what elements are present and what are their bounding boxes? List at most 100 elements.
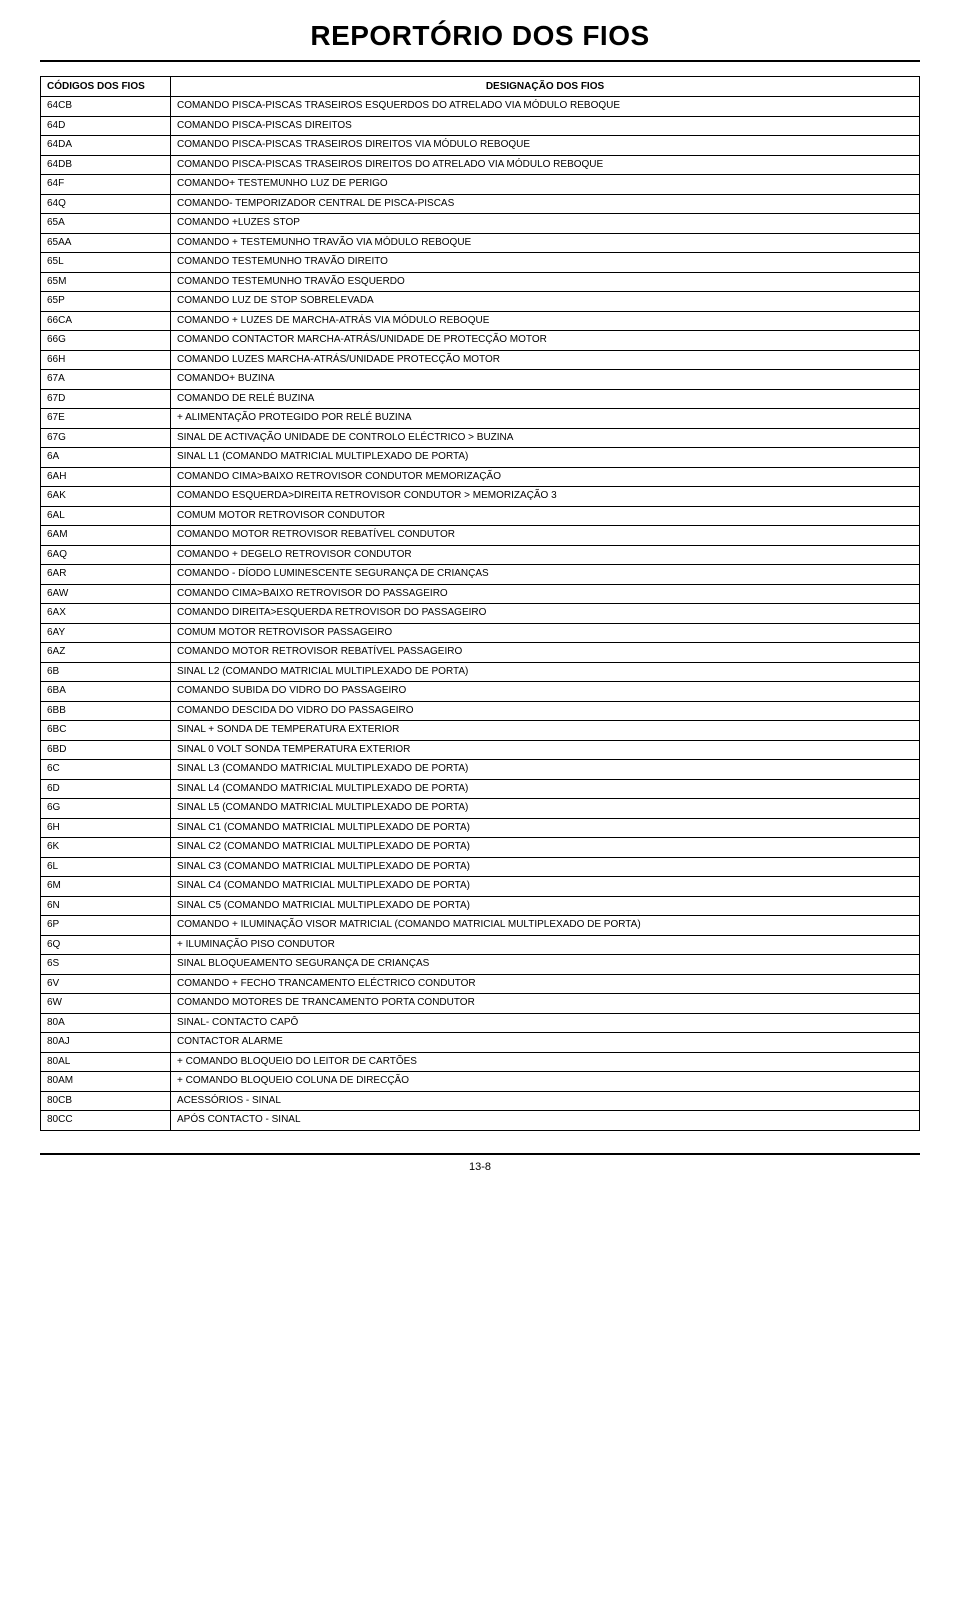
cell-desc: SINAL C3 (COMANDO MATRICIAL MULTIPLEXADO… — [171, 857, 920, 877]
cell-code: 6BA — [41, 682, 171, 702]
cell-desc: SINAL C2 (COMANDO MATRICIAL MULTIPLEXADO… — [171, 838, 920, 858]
cell-desc: SINAL C1 (COMANDO MATRICIAL MULTIPLEXADO… — [171, 818, 920, 838]
cell-code: 65L — [41, 253, 171, 273]
cell-code: 80AL — [41, 1052, 171, 1072]
table-row: 6BCSINAL + SONDA DE TEMPERATURA EXTERIOR — [41, 721, 920, 741]
cell-code: 64DB — [41, 155, 171, 175]
table-row: 64CBCOMANDO PISCA-PISCAS TRASEIROS ESQUE… — [41, 97, 920, 117]
cell-code: 67E — [41, 409, 171, 429]
cell-desc: COMANDO+ TESTEMUNHO LUZ DE PERIGO — [171, 175, 920, 195]
cell-desc: SINAL L3 (COMANDO MATRICIAL MULTIPLEXADO… — [171, 760, 920, 780]
cell-desc: COMANDO PISCA-PISCAS TRASEIROS ESQUERDOS… — [171, 97, 920, 117]
table-row: 6DSINAL L4 (COMANDO MATRICIAL MULTIPLEXA… — [41, 779, 920, 799]
table-row: 6AYCOMUM MOTOR RETROVISOR PASSAGEIRO — [41, 623, 920, 643]
cell-code: 6B — [41, 662, 171, 682]
cell-desc: COMANDO CIMA>BAIXO RETROVISOR DO PASSAGE… — [171, 584, 920, 604]
cell-code: 65AA — [41, 233, 171, 253]
table-row: 6ARCOMANDO - DÍODO LUMINESCENTE SEGURANÇ… — [41, 565, 920, 585]
table-row: 64DACOMANDO PISCA-PISCAS TRASEIROS DIREI… — [41, 136, 920, 156]
table-row: 66CACOMANDO + LUZES DE MARCHA-ATRÁS VIA … — [41, 311, 920, 331]
table-row: 6BACOMANDO SUBIDA DO VIDRO DO PASSAGEIRO — [41, 682, 920, 702]
cell-code: 67G — [41, 428, 171, 448]
cell-code: 66G — [41, 331, 171, 351]
cell-code: 6N — [41, 896, 171, 916]
cell-desc: COMANDO TESTEMUNHO TRAVÃO ESQUERDO — [171, 272, 920, 292]
table-row: 6KSINAL C2 (COMANDO MATRICIAL MULTIPLEXA… — [41, 838, 920, 858]
cell-code: 64DA — [41, 136, 171, 156]
table-row: 66HCOMANDO LUZES MARCHA-ATRÁS/UNIDADE PR… — [41, 350, 920, 370]
title-divider — [40, 60, 920, 62]
table-row: 67GSINAL DE ACTIVAÇÃO UNIDADE DE CONTROL… — [41, 428, 920, 448]
cell-desc: + COMANDO BLOQUEIO DO LEITOR DE CARTÕES — [171, 1052, 920, 1072]
table-row: 6VCOMANDO + FECHO TRANCAMENTO ELÉCTRICO … — [41, 974, 920, 994]
cell-code: 6D — [41, 779, 171, 799]
cell-code: 80CC — [41, 1111, 171, 1131]
cell-code: 6AX — [41, 604, 171, 624]
cell-desc: COMANDO - DÍODO LUMINESCENTE SEGURANÇA D… — [171, 565, 920, 585]
cell-code: 6AY — [41, 623, 171, 643]
table-row: 6ALCOMUM MOTOR RETROVISOR CONDUTOR — [41, 506, 920, 526]
cell-desc: COMANDO+ BUZINA — [171, 370, 920, 390]
cell-code: 6M — [41, 877, 171, 897]
table-row: 65AACOMANDO + TESTEMUNHO TRAVÃO VIA MÓDU… — [41, 233, 920, 253]
cell-code: 6AH — [41, 467, 171, 487]
table-row: 65PCOMANDO LUZ DE STOP SOBRELEVADA — [41, 292, 920, 312]
table-row: 6AXCOMANDO DIREITA>ESQUERDA RETROVISOR D… — [41, 604, 920, 624]
table-row: 64FCOMANDO+ TESTEMUNHO LUZ DE PERIGO — [41, 175, 920, 195]
cell-code: 6V — [41, 974, 171, 994]
cell-code: 6C — [41, 760, 171, 780]
cell-desc: COMANDO MOTOR RETROVISOR REBATÍVEL PASSA… — [171, 643, 920, 663]
table-row: 6CSINAL L3 (COMANDO MATRICIAL MULTIPLEXA… — [41, 760, 920, 780]
cell-desc: COMANDO CONTACTOR MARCHA-ATRÁS/UNIDADE D… — [171, 331, 920, 351]
fios-table: CÓDIGOS DOS FIOS DESIGNAÇÃO DOS FIOS 64C… — [40, 76, 920, 1131]
cell-code: 64CB — [41, 97, 171, 117]
cell-desc: + ILUMINAÇÃO PISO CONDUTOR — [171, 935, 920, 955]
cell-desc: + ALIMENTAÇÃO PROTEGIDO POR RELÉ BUZINA — [171, 409, 920, 429]
table-row: 80AL+ COMANDO BLOQUEIO DO LEITOR DE CART… — [41, 1052, 920, 1072]
cell-code: 66H — [41, 350, 171, 370]
cell-desc: COMANDO MOTOR RETROVISOR REBATÍVEL CONDU… — [171, 526, 920, 546]
table-row: 6BSINAL L2 (COMANDO MATRICIAL MULTIPLEXA… — [41, 662, 920, 682]
cell-desc: + COMANDO BLOQUEIO COLUNA DE DIRECÇÃO — [171, 1072, 920, 1092]
cell-desc: COMANDO + FECHO TRANCAMENTO ELÉCTRICO CO… — [171, 974, 920, 994]
table-row: 6PCOMANDO + ILUMINAÇÃO VISOR MATRICIAL (… — [41, 916, 920, 936]
cell-desc: COMANDO DE RELÉ BUZINA — [171, 389, 920, 409]
cell-code: 6AK — [41, 487, 171, 507]
table-row: 65ACOMANDO +LUZES STOP — [41, 214, 920, 234]
cell-desc: COMUM MOTOR RETROVISOR PASSAGEIRO — [171, 623, 920, 643]
cell-code: 6G — [41, 799, 171, 819]
cell-desc: COMANDO DIREITA>ESQUERDA RETROVISOR DO P… — [171, 604, 920, 624]
cell-code: 6AL — [41, 506, 171, 526]
header-desc: DESIGNAÇÃO DOS FIOS — [171, 77, 920, 97]
cell-code: 80AJ — [41, 1033, 171, 1053]
cell-desc: SINAL- CONTACTO CAPÔ — [171, 1013, 920, 1033]
cell-code: 64Q — [41, 194, 171, 214]
cell-code: 6AZ — [41, 643, 171, 663]
cell-code: 6AR — [41, 565, 171, 585]
table-row: 80ASINAL- CONTACTO CAPÔ — [41, 1013, 920, 1033]
table-row: 6AKCOMANDO ESQUERDA>DIREITA RETROVISOR C… — [41, 487, 920, 507]
cell-desc: CONTACTOR ALARME — [171, 1033, 920, 1053]
cell-code: 67D — [41, 389, 171, 409]
cell-desc: COMANDO PISCA-PISCAS TRASEIROS DIREITOS … — [171, 155, 920, 175]
footer-divider — [40, 1153, 920, 1155]
table-row: 6AWCOMANDO CIMA>BAIXO RETROVISOR DO PASS… — [41, 584, 920, 604]
cell-code: 64F — [41, 175, 171, 195]
cell-desc: SINAL C4 (COMANDO MATRICIAL MULTIPLEXADO… — [171, 877, 920, 897]
table-row: 66GCOMANDO CONTACTOR MARCHA-ATRÁS/UNIDAD… — [41, 331, 920, 351]
cell-code: 80AM — [41, 1072, 171, 1092]
cell-code: 6AW — [41, 584, 171, 604]
header-code: CÓDIGOS DOS FIOS — [41, 77, 171, 97]
table-row: 6BDSINAL 0 VOLT SONDA TEMPERATURA EXTERI… — [41, 740, 920, 760]
table-row: 64DBCOMANDO PISCA-PISCAS TRASEIROS DIREI… — [41, 155, 920, 175]
cell-code: 6H — [41, 818, 171, 838]
table-row: 67E+ ALIMENTAÇÃO PROTEGIDO POR RELÉ BUZI… — [41, 409, 920, 429]
page-number: 13-8 — [40, 1161, 920, 1173]
cell-desc: SINAL L2 (COMANDO MATRICIAL MULTIPLEXADO… — [171, 662, 920, 682]
table-row: 6AQCOMANDO + DEGELO RETROVISOR CONDUTOR — [41, 545, 920, 565]
table-row: 80CCAPÓS CONTACTO - SINAL — [41, 1111, 920, 1131]
cell-desc: COMANDO + TESTEMUNHO TRAVÃO VIA MÓDULO R… — [171, 233, 920, 253]
cell-code: 6S — [41, 955, 171, 975]
table-row: 6AMCOMANDO MOTOR RETROVISOR REBATÍVEL CO… — [41, 526, 920, 546]
cell-desc: APÓS CONTACTO - SINAL — [171, 1111, 920, 1131]
